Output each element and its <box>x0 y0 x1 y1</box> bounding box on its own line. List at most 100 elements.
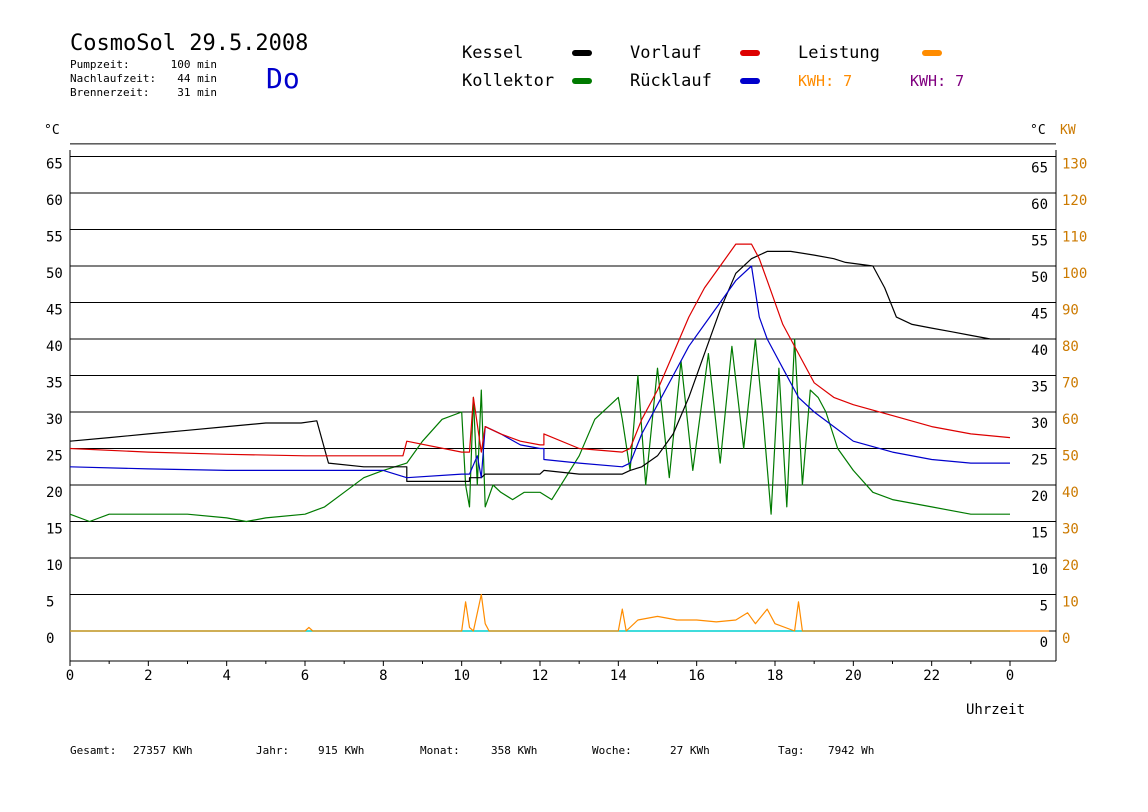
kw-tick-label: 20 <box>1062 558 1079 574</box>
series-lines <box>69 243 1050 632</box>
x-tick-label: 10 <box>453 668 470 684</box>
x-tick-label: 12 <box>532 668 549 684</box>
x-tick-labels: 0 2 4 6 8 10 12 14 16 18 20 22 0 <box>66 668 1014 684</box>
y-tick-label-left: 45 <box>46 303 63 319</box>
legend-kollektor-label: Kollektor <box>462 71 554 91</box>
y-tick-label-right: 15 <box>1031 526 1048 542</box>
kw-tick-label: 110 <box>1062 230 1087 246</box>
y-tick-label-left: 40 <box>46 339 63 355</box>
legend-leistung-label: Leistung <box>798 43 880 63</box>
y-tick-label-right: 60 <box>1031 197 1048 213</box>
y-axis-right-kw-unit: KW <box>1060 123 1076 138</box>
stat-label-nachlauf: Nachlaufzeit: <box>70 72 156 85</box>
y-tick-label-right: 0 <box>1040 635 1048 651</box>
series-line-kollektor <box>69 338 1010 523</box>
chart-title: CosmoSol 29.5.2008 <box>70 31 308 56</box>
footer-monat-label: Monat: <box>420 744 460 757</box>
y-tick-label-left: 35 <box>46 376 63 392</box>
kw-tick-label: 40 <box>1062 485 1079 501</box>
y-tick-label-right: 45 <box>1031 307 1048 323</box>
legend-vorlauf-label: Vorlauf <box>630 43 702 63</box>
stat-label-pump: Pumpzeit: <box>70 58 130 71</box>
kw-tick-label: 10 <box>1062 595 1079 611</box>
y-tick-label-left: 0 <box>46 631 54 647</box>
axes <box>69 150 1057 666</box>
footer-tag-label: Tag: <box>778 744 805 757</box>
legend-leistung-swatch <box>922 50 942 56</box>
series-line-leistung-kw <box>70 593 1050 632</box>
legend-vorlauf-swatch <box>740 50 760 56</box>
footer-monat-value: 358 KWh <box>491 744 537 757</box>
kw-tick-label: 60 <box>1062 412 1079 428</box>
y-tick-label-left: 20 <box>46 485 63 501</box>
kw-tick-label: 100 <box>1062 266 1087 282</box>
y-tick-label-right: 5 <box>1040 599 1048 615</box>
y-tick-label-left: 10 <box>46 558 63 574</box>
x-tick-label: 6 <box>301 668 309 684</box>
x-axis-label: Uhrzeit <box>966 702 1025 718</box>
kw-tick-label: 120 <box>1062 193 1087 209</box>
legend-kessel-label: Kessel <box>462 43 523 63</box>
y-tick-label-right: 25 <box>1031 453 1048 469</box>
series-line-kessel <box>69 250 1010 482</box>
footer-tag-value: 7942 Wh <box>828 744 874 757</box>
weekday-label: Do <box>266 62 300 95</box>
legend-kwh-purple: KWH: 7 <box>910 72 964 90</box>
stat-value-pump: 100 min <box>171 58 217 71</box>
runtime-stats: Pumpzeit: 100 min Nachlaufzeit: 44 min B… <box>70 58 217 99</box>
kw-tick-label: 30 <box>1062 522 1079 538</box>
kw-tick-label: 130 <box>1062 157 1087 173</box>
kw-tick-label: 90 <box>1062 303 1079 319</box>
series-line-ruecklauf <box>69 265 1010 479</box>
y-tick-label-left: 55 <box>46 230 63 246</box>
y-tick-label-left: 65 <box>46 157 63 173</box>
y-tick-label-right: 10 <box>1031 562 1048 578</box>
y-tick-label-left: 50 <box>46 266 63 282</box>
x-tick-label: 22 <box>923 668 940 684</box>
grid-lines <box>70 143 1056 632</box>
y-tick-label-right: 35 <box>1031 380 1048 396</box>
y-tick-label-right: 40 <box>1031 343 1048 359</box>
x-tick-label: 2 <box>144 668 152 684</box>
y-tick-label-right: 55 <box>1031 234 1048 250</box>
x-tick-label: 0 <box>1006 668 1014 684</box>
y-tick-label-left: 60 <box>46 193 63 209</box>
legend-ruecklauf-swatch <box>740 78 760 84</box>
footer-jahr-label: Jahr: <box>256 744 289 757</box>
x-tick-label: 4 <box>222 668 230 684</box>
footer-totals: Gesamt: 27357 KWh Jahr: 915 KWh Monat: 3… <box>70 744 874 757</box>
x-tick-label: 8 <box>379 668 387 684</box>
x-tick-label: 20 <box>845 668 862 684</box>
legend-kwh-orange: KWH: 7 <box>798 72 852 90</box>
footer-woche-label: Woche: <box>592 744 632 757</box>
stat-value-brenner: 31 min <box>177 86 217 99</box>
x-tick-label: 18 <box>767 668 784 684</box>
kw-tick-label: 0 <box>1062 631 1070 647</box>
kw-tick-label: 70 <box>1062 376 1079 392</box>
y-axis-right-unit: °C <box>1030 123 1046 138</box>
kw-tick-label: 50 <box>1062 449 1079 465</box>
legend-kessel-swatch <box>572 50 592 56</box>
x-tick-label: 0 <box>66 668 74 684</box>
footer-jahr-value: 915 KWh <box>318 744 364 757</box>
x-tick-label: 14 <box>610 668 627 684</box>
y-tick-label-right: 30 <box>1031 416 1048 432</box>
legend: Kessel Kollektor Vorlauf Rücklauf Leistu… <box>462 43 964 91</box>
stat-label-brenner: Brennerzeit: <box>70 86 149 99</box>
footer-gesamt-label: Gesamt: <box>70 744 116 757</box>
footer-gesamt-value: 27357 KWh <box>133 744 193 757</box>
y-tick-label-right: 50 <box>1031 270 1048 286</box>
y-tick-label-left: 15 <box>46 522 63 538</box>
series-line-vorlauf <box>69 243 1011 457</box>
y-tick-label-left: 30 <box>46 412 63 428</box>
y-tick-label-left: 5 <box>46 595 54 611</box>
stat-value-nachlauf: 44 min <box>177 72 217 85</box>
kw-tick-label: 80 <box>1062 339 1079 355</box>
legend-ruecklauf-label: Rücklauf <box>630 71 712 91</box>
y-tick-label-right: 20 <box>1031 489 1048 505</box>
y-tick-label-right: 65 <box>1031 161 1048 177</box>
x-tick-label: 16 <box>688 668 705 684</box>
y-tick-label-left: 25 <box>46 449 63 465</box>
